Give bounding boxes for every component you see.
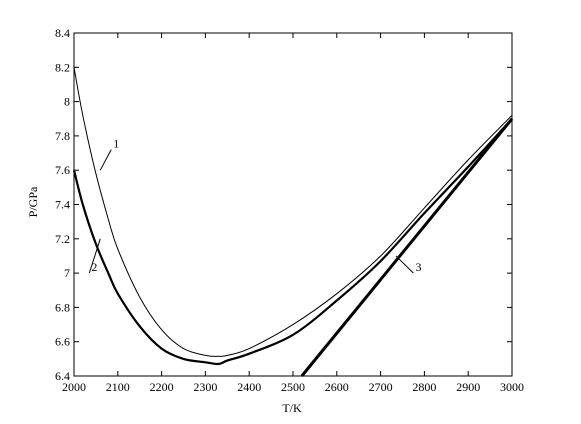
annotation-label-3: 3 <box>415 260 421 274</box>
y-tick-label: 8.4 <box>55 26 70 40</box>
x-tick-label: 2500 <box>281 380 305 394</box>
y-tick-label: 7.6 <box>55 163 70 177</box>
x-axis-title: T/K <box>282 401 302 415</box>
plot-series <box>72 67 514 377</box>
x-tick-label: 3000 <box>500 380 524 394</box>
x-tick-label: 2900 <box>456 380 480 394</box>
x-tick-label: 2300 <box>193 380 217 394</box>
annotation-leader-3 <box>395 255 414 274</box>
y-tick-label: 7.8 <box>55 129 70 143</box>
x-tick-label: 2000 <box>62 380 86 394</box>
plot-axes: 2000 2100 2200 2300 2400 2500 2600 2700 2800 2900… <box>55 26 524 394</box>
x-tick-label: 2100 <box>106 380 130 394</box>
x-tick-label: 2600 <box>325 380 349 394</box>
y-tick-label: 8.2 <box>55 60 70 74</box>
series-line-2 <box>72 118 513 366</box>
y-tick-label: 7.4 <box>55 198 70 212</box>
y-tick-label: 6.6 <box>55 335 70 349</box>
annotation-leader-1 <box>99 149 112 171</box>
annotation-label-2: 2 <box>91 260 97 274</box>
y-axis-title: P/GPa <box>26 186 40 217</box>
annotation-label-1: 1 <box>113 137 119 151</box>
x-tick-label: 2800 <box>412 380 436 394</box>
plot-annotations: 1 2 3 <box>88 137 421 274</box>
series-line-1 <box>73 67 513 357</box>
y-tick-label: 7 <box>64 266 70 280</box>
series-line-3 <box>300 117 514 377</box>
y-tick-label: 7.2 <box>55 232 70 246</box>
x-tick-label: 2200 <box>150 380 174 394</box>
y-tick-label: 6.4 <box>55 369 70 383</box>
annotation-leader-2 <box>88 238 101 274</box>
x-tick-label: 2700 <box>369 380 393 394</box>
x-tick-label: 2400 <box>237 380 261 394</box>
y-tick-label: 8 <box>64 95 70 109</box>
y-tick-label: 6.8 <box>55 300 70 314</box>
